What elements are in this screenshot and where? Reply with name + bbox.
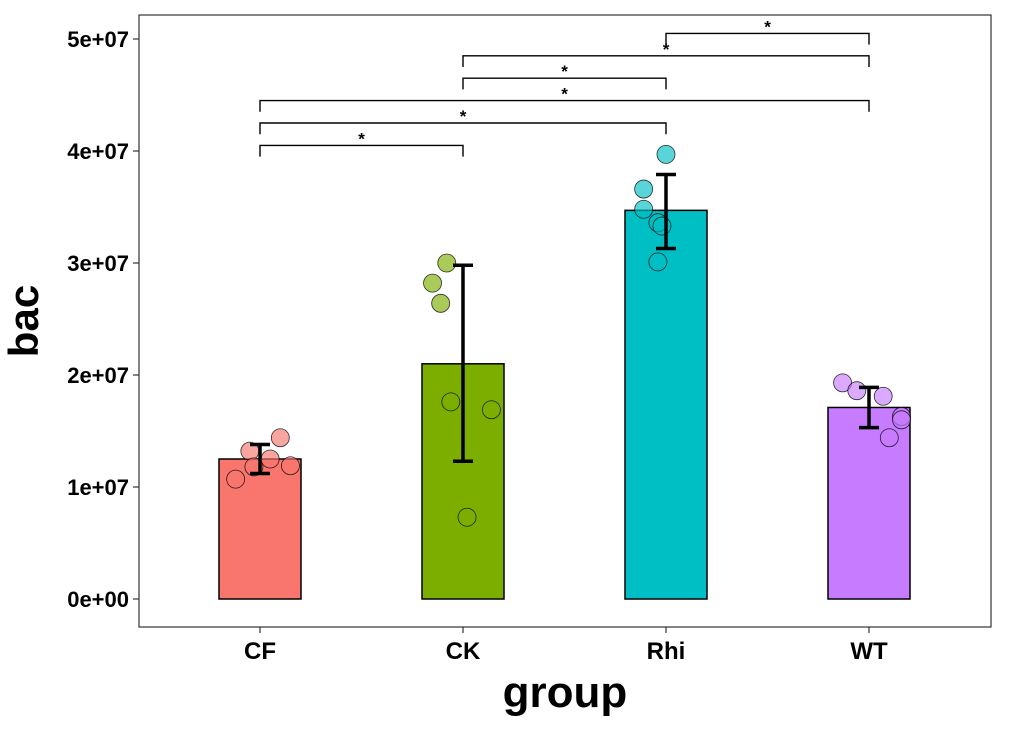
y-axis-title: bac xyxy=(0,285,47,357)
data-point xyxy=(226,469,246,489)
significance-label: * xyxy=(358,129,365,148)
significance-bracket xyxy=(462,77,667,90)
x-tick-label-rhi: Rhi xyxy=(647,638,686,665)
data-point xyxy=(270,428,290,448)
y-tick-label: 1e+07 xyxy=(67,475,129,500)
x-tick-label-cf: CF xyxy=(244,638,276,665)
significance-label: * xyxy=(561,85,568,104)
data-point xyxy=(482,400,501,420)
x-tick-label-wt: WT xyxy=(850,638,888,665)
significance-bracket xyxy=(665,32,870,45)
data-point xyxy=(892,410,911,430)
data-point xyxy=(437,253,457,273)
data-point xyxy=(260,449,280,469)
data-point xyxy=(847,381,867,401)
x-axis-title: group xyxy=(503,668,628,717)
bar-rhi xyxy=(624,209,708,600)
data-point xyxy=(873,386,893,406)
data-point xyxy=(634,199,654,219)
data-point xyxy=(634,179,654,199)
significance-bracket xyxy=(462,55,870,67)
x-tick-label-ck: CK xyxy=(446,638,481,665)
data-point xyxy=(431,293,451,313)
y-tick-label: 2e+07 xyxy=(67,363,129,388)
significance-bracket xyxy=(259,122,667,135)
data-point xyxy=(656,144,676,164)
significance-label: * xyxy=(561,62,568,81)
data-point xyxy=(833,373,853,393)
y-tick-label: 4e+07 xyxy=(67,139,129,164)
data-point xyxy=(457,507,477,527)
data-point xyxy=(648,252,668,272)
data-point xyxy=(652,216,672,236)
y-tick-label: 0e+00 xyxy=(67,587,129,612)
significance-label: * xyxy=(460,107,467,126)
significance-bracket xyxy=(259,99,870,112)
significance-label: * xyxy=(764,17,771,36)
data-point xyxy=(441,392,461,412)
significance-label: * xyxy=(663,40,670,59)
data-point xyxy=(423,273,442,293)
data-point xyxy=(281,456,300,476)
y-tick-label: 3e+07 xyxy=(67,251,129,276)
data-point xyxy=(879,428,899,448)
y-tick-label: 5e+07 xyxy=(67,27,129,52)
significance-bracket xyxy=(259,144,464,157)
